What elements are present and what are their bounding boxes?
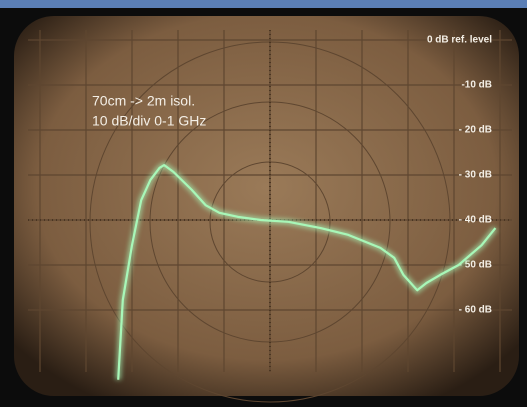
y-tick-label: -10 dB — [461, 80, 492, 91]
y-tick-label: - 40 dB — [459, 215, 492, 226]
annotation: 70cm -> 2m isol. — [92, 93, 195, 109]
labels: 0 dB ref. level -10 dB - 20 dB - 30 dB - 40 … — [92, 35, 492, 316]
y-tick-label: - 60 dB — [459, 305, 492, 316]
top-strip — [0, 0, 527, 8]
y-tick-label: - 30 dB — [459, 170, 492, 181]
trace-line — [117, 164, 497, 380]
annotation: 10 dB/div 0-1 GHz — [92, 113, 206, 129]
crt-screen — [14, 16, 519, 396]
grid — [28, 30, 512, 372]
y-tick-label: 0 dB ref. level — [427, 35, 492, 46]
y-tick-label: - 50 dB — [459, 260, 492, 271]
y-tick-label: - 20 dB — [459, 125, 492, 136]
trace — [115, 161, 498, 380]
